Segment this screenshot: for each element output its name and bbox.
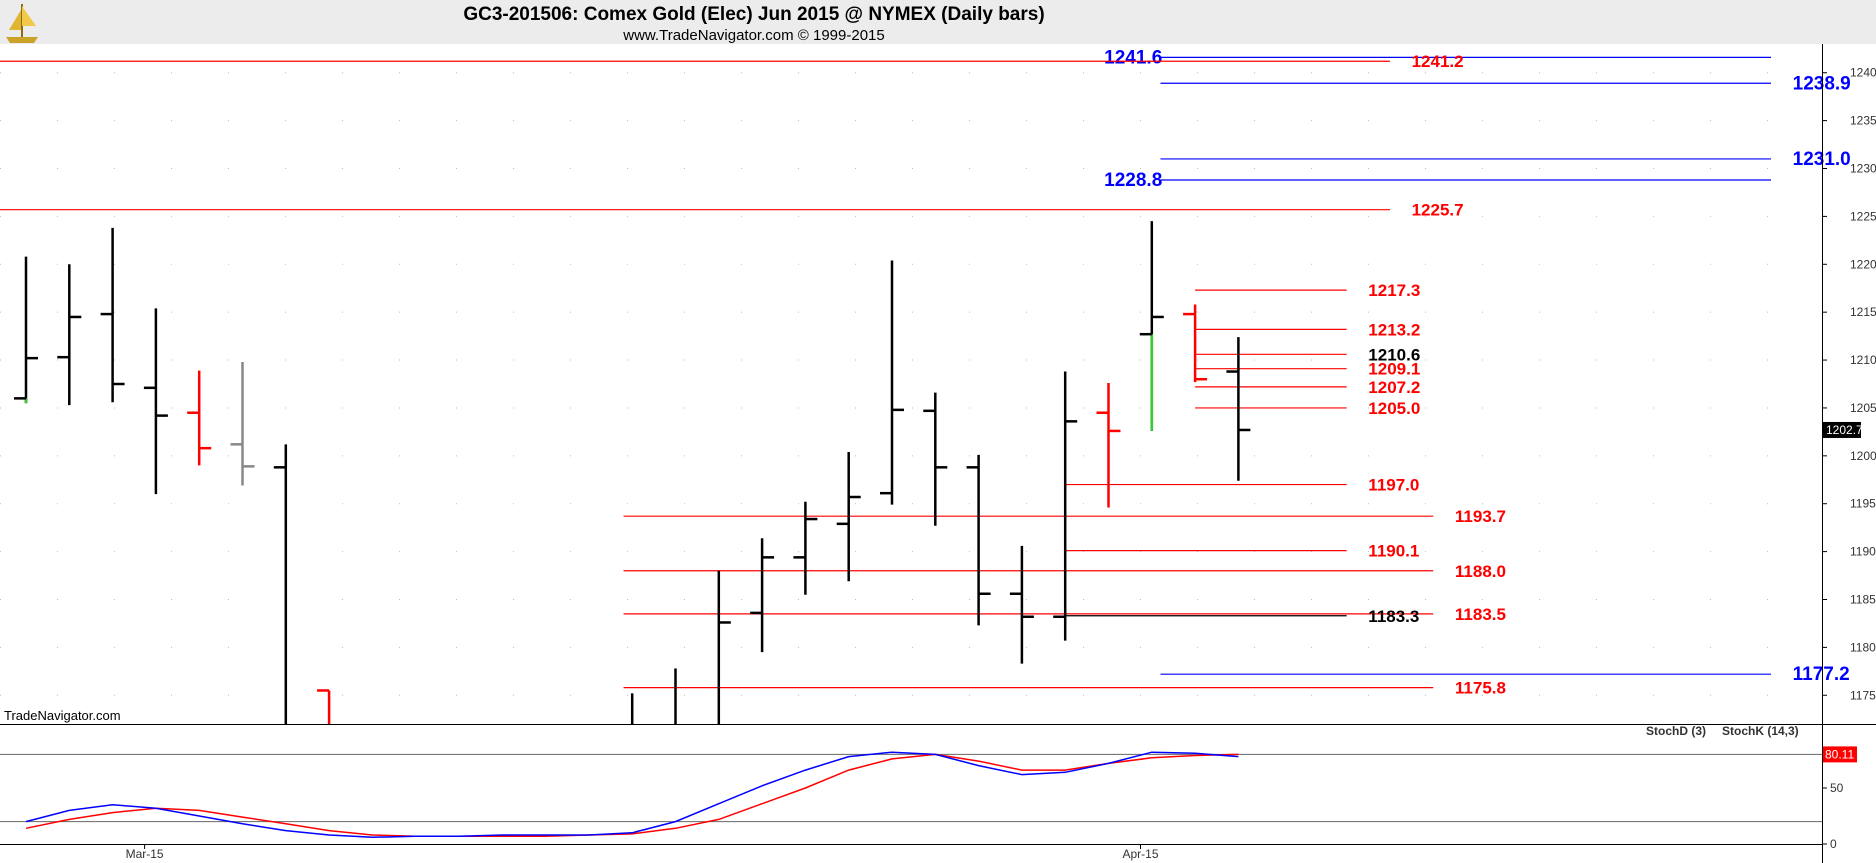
ohlc-bar bbox=[1096, 383, 1121, 508]
level-label: 1209.1 bbox=[1368, 360, 1420, 379]
stoch-last-label: 80.11 bbox=[1825, 747, 1854, 761]
stoch-series-line bbox=[25, 753, 1239, 837]
ohlc-bar bbox=[923, 392, 948, 526]
price-levels: 1241.6 1241.2 1238.9 1231.0 1228.8 1225.7 1217… bbox=[0, 47, 1851, 698]
level-label: 1207.2 bbox=[1368, 378, 1420, 397]
stoch-tick-label: 50 bbox=[1830, 781, 1844, 795]
ohlc-bar bbox=[966, 454, 991, 626]
price-axis: 1175.0 1180.0 1185.0 1190.0 1195.0 1200.0 1205… bbox=[1822, 66, 1876, 702]
ohlc-bar bbox=[273, 444, 288, 724]
header-bar bbox=[0, 0, 1876, 44]
level-label: 1183.3 bbox=[1368, 607, 1419, 626]
ohlc-bar bbox=[880, 260, 904, 505]
y-tick-label: 1215.0 bbox=[1850, 305, 1876, 319]
ohlc-bar bbox=[1009, 545, 1034, 664]
level-label: 1231.0 bbox=[1793, 149, 1851, 170]
ohlc-bar bbox=[187, 370, 212, 466]
y-tick-label: 1190.0 bbox=[1850, 545, 1876, 559]
ohlc-bar bbox=[750, 538, 775, 653]
level-label: 1238.9 bbox=[1793, 73, 1851, 94]
ohlc-bar bbox=[1226, 337, 1251, 481]
y-tick-label: 1225.0 bbox=[1850, 209, 1876, 223]
level-label: 1197.0 bbox=[1368, 476, 1419, 495]
stoch-last-box bbox=[1823, 746, 1857, 763]
ohlc-bar bbox=[1053, 371, 1078, 641]
x-axis: Mar-15 Apr-15 bbox=[126, 844, 1159, 861]
ohlc-bar bbox=[717, 570, 731, 724]
price-panel: 1241.6 1241.2 1238.9 1231.0 1228.8 1225.7 1217… bbox=[0, 44, 1876, 724]
level-label: 1228.8 bbox=[1104, 170, 1162, 191]
y-tick-label: 1195.0 bbox=[1850, 497, 1876, 511]
y-tick-label: 1240.0 bbox=[1850, 66, 1876, 80]
ohlc-bar bbox=[317, 689, 331, 724]
ohlc-bar bbox=[836, 452, 861, 582]
level-label: 1217.3 bbox=[1368, 281, 1420, 300]
level-label: 1210.6 bbox=[1368, 345, 1420, 364]
ohlc-bar bbox=[14, 256, 38, 404]
ohlc-bar bbox=[1183, 304, 1208, 383]
chart-subtitle: www.TradeNavigator.com © 1999-2015 bbox=[622, 27, 884, 44]
y-tick-label: 1200.0 bbox=[1850, 449, 1876, 463]
level-label: 1213.2 bbox=[1368, 320, 1420, 339]
stochastic-panel: 0 50 80.11 StochD (3) StochK (14,3) bbox=[0, 724, 1857, 851]
ohlc-bar bbox=[793, 501, 818, 595]
chart-title: GC3-201506: Comex Gold (Elec) Jun 2015 @… bbox=[463, 4, 1044, 25]
level-label: 1205.0 bbox=[1368, 399, 1420, 418]
stoch-grid bbox=[0, 753, 1822, 823]
ship-logo-icon bbox=[6, 4, 38, 43]
legend-stochd: StochD (3) bbox=[1646, 724, 1706, 738]
y-tick-label: 1235.0 bbox=[1850, 114, 1876, 128]
y-tick-label: 1220.0 bbox=[1850, 257, 1876, 271]
y-tick-label: 1180.0 bbox=[1850, 640, 1876, 654]
watermark: TradeNavigator.com bbox=[4, 708, 121, 723]
x-tick-label: Apr-15 bbox=[1122, 847, 1158, 861]
level-label: 1177.2 bbox=[1793, 664, 1850, 685]
level-label: 1190.1 bbox=[1368, 542, 1419, 561]
price-bars bbox=[14, 221, 1251, 724]
level-label: 1193.7 bbox=[1455, 507, 1506, 526]
y-tick-label: 1185.0 bbox=[1850, 592, 1876, 606]
x-tick-label: Mar-15 bbox=[126, 847, 164, 861]
level-label: 1188.0 bbox=[1455, 562, 1506, 581]
stoch-series-line bbox=[25, 751, 1239, 839]
level-label: 1183.5 bbox=[1455, 605, 1506, 624]
ohlc-bar bbox=[57, 264, 82, 406]
last-price-label: 1202.7 bbox=[1826, 423, 1863, 437]
stoch-tick-label: 0 bbox=[1830, 837, 1837, 851]
ohlc-bar bbox=[1139, 221, 1164, 431]
price-plot-area bbox=[0, 44, 1822, 724]
ohlc-bar bbox=[100, 227, 125, 403]
ohlc-bar bbox=[230, 361, 255, 486]
legend-stochk: StochK (14,3) bbox=[1722, 724, 1799, 738]
level-label: 1225.7 bbox=[1412, 201, 1464, 220]
level-label: 1241.6 bbox=[1104, 47, 1162, 68]
level-label: 1175.8 bbox=[1455, 679, 1506, 698]
last-price-box bbox=[1823, 421, 1861, 438]
ohlc-bar bbox=[143, 308, 168, 495]
level-label: 1241.2 bbox=[1412, 52, 1464, 71]
y-tick-label: 1230.0 bbox=[1850, 162, 1876, 176]
stoch-lines bbox=[25, 751, 1239, 839]
y-tick-label: 1175.0 bbox=[1850, 688, 1876, 702]
y-tick-label: 1205.0 bbox=[1850, 401, 1876, 415]
y-tick-label: 1210.0 bbox=[1850, 353, 1876, 367]
stoch-axis: 0 50 80.11 bbox=[1822, 746, 1857, 851]
